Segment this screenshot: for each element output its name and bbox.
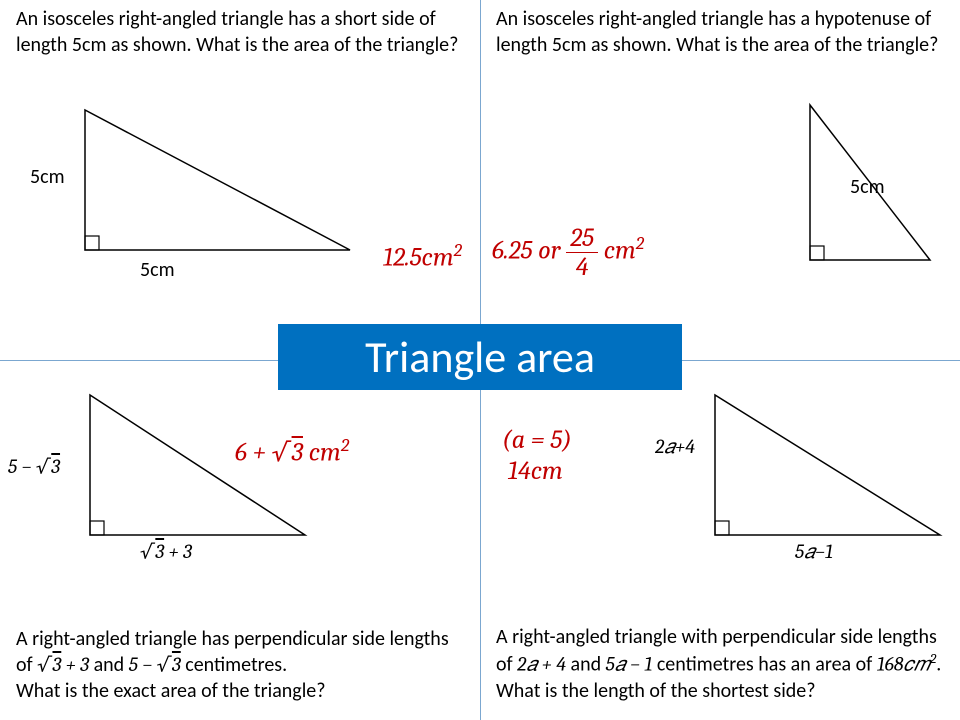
quadrant-4: 2𝑎+4 5𝑎−1 (a = 5) 14cm A right-angled tr… xyxy=(480,360,960,720)
q2-answer: 6.25 or 254 cm2 xyxy=(492,225,644,280)
q1-triangle xyxy=(75,105,355,260)
q1-side-horizontal-label: 5cm xyxy=(140,258,175,282)
q2-answer-numerator: 25 xyxy=(566,225,598,253)
q2-answer-denominator: 4 xyxy=(566,253,598,280)
q3-question: A right-angled triangle has perpendicula… xyxy=(0,618,480,712)
q1-side-vertical-label: 5cm xyxy=(30,165,65,189)
quadrant-3: 5 − √3 √3 + 3 6 + √3 cm2 A right-angled … xyxy=(0,360,480,720)
q4-question: A right-angled triangle with perpendicul… xyxy=(480,616,960,712)
q4-side-vertical-label: 2𝑎+4 xyxy=(655,435,695,458)
q3-side-vertical-label: 5 − √3 xyxy=(8,455,60,478)
q1-answer: 12.5cm2 xyxy=(383,240,462,274)
q4-answer: (a = 5) 14cm xyxy=(502,425,572,487)
q4-side-horizontal-label: 5𝑎−1 xyxy=(795,540,833,563)
q4-triangle xyxy=(705,390,950,545)
center-title: Triangle area xyxy=(278,324,682,390)
quadrant-1: An isosceles right-angled triangle has a… xyxy=(0,0,480,360)
q3-answer: 6 + √3 cm2 xyxy=(235,435,349,469)
q3-side-horizontal-label: √3 + 3 xyxy=(140,540,192,563)
quadrant-2: An isosceles right-angled triangle has a… xyxy=(480,0,960,360)
q2-question: An isosceles right-angled triangle has a… xyxy=(480,0,960,66)
q2-hypotenuse-label: 5cm xyxy=(850,175,885,199)
q1-question: An isosceles right-angled triangle has a… xyxy=(0,0,480,66)
